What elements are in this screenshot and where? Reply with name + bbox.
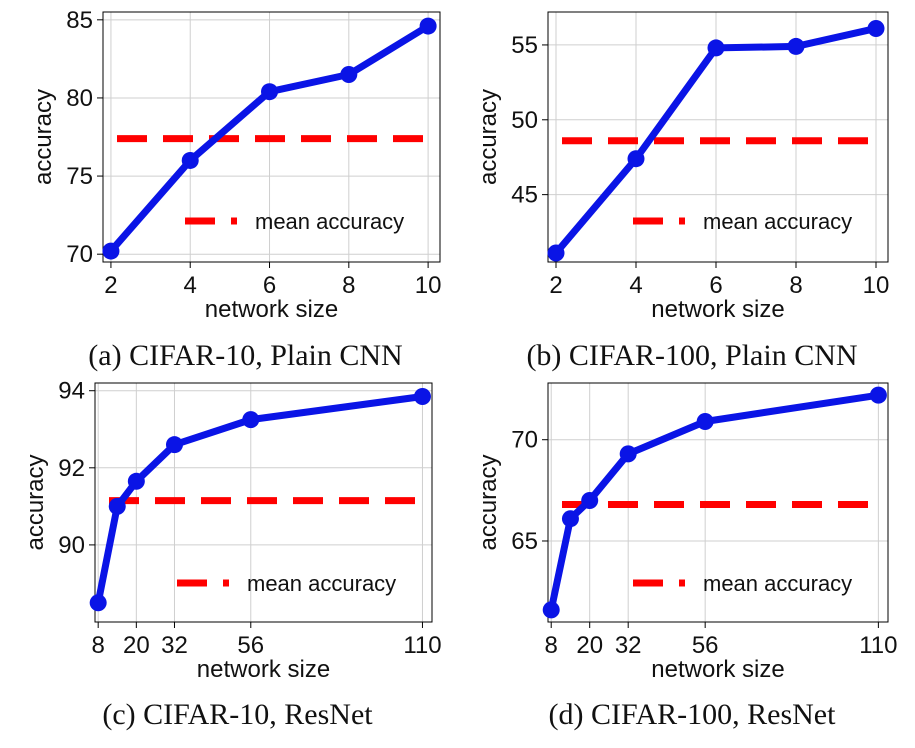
x-tick-label: 4 bbox=[629, 272, 642, 299]
x-tick-label: 2 bbox=[104, 272, 117, 299]
x-tick-label: 20 bbox=[123, 632, 150, 659]
data-point bbox=[108, 497, 126, 515]
x-tick-label: 10 bbox=[863, 272, 890, 299]
data-point bbox=[787, 37, 805, 55]
chart-panel-3: 8 20 32 56 110 90 92 94 network size accuracy mean… bbox=[22, 378, 442, 731]
chart-panel-1: 2 4 6 8 10 70 75 80 85 network size accuracy mean a… bbox=[30, 7, 441, 372]
y-tick-label: 70 bbox=[511, 427, 538, 454]
data-point bbox=[696, 412, 714, 430]
data-point bbox=[340, 66, 358, 83]
x-tick-label: 8 bbox=[545, 632, 558, 659]
x-tick-label: 20 bbox=[576, 632, 603, 659]
plot-frame bbox=[547, 11, 889, 263]
x-tick-label: 8 bbox=[91, 632, 104, 659]
data-point bbox=[619, 445, 637, 463]
x-tick-label: 2 bbox=[549, 272, 562, 299]
x-tick-label: 6 bbox=[709, 272, 722, 299]
legend-label: mean accuracy bbox=[703, 209, 852, 234]
y-axis-label: accuracy bbox=[475, 454, 502, 550]
data-point bbox=[547, 244, 565, 262]
panel-caption: (c) CIFAR-10, ResNet bbox=[102, 698, 373, 731]
x-axis-label: network size bbox=[197, 656, 330, 683]
panel-caption: (a) CIFAR-10, Plain CNN bbox=[88, 339, 402, 372]
data-point bbox=[869, 386, 887, 404]
x-tick-label: 6 bbox=[263, 272, 276, 299]
data-point bbox=[242, 411, 260, 429]
y-tick-label: 50 bbox=[511, 107, 538, 134]
data-point bbox=[127, 472, 145, 490]
y-tick-label: 55 bbox=[511, 32, 538, 59]
y-tick-label: 65 bbox=[511, 528, 538, 555]
data-point bbox=[261, 83, 279, 101]
y-axis-label: accuracy bbox=[475, 89, 502, 185]
x-axis-label: network size bbox=[651, 656, 784, 683]
x-tick-label: 56 bbox=[237, 632, 264, 659]
x-tick-label: 8 bbox=[342, 272, 355, 299]
legend-label: mean accuracy bbox=[255, 209, 404, 234]
legend-label: mean accuracy bbox=[247, 571, 396, 596]
legend-label: mean accuracy bbox=[703, 571, 852, 596]
data-point bbox=[581, 491, 599, 509]
data-point bbox=[707, 39, 725, 57]
data-point bbox=[102, 242, 120, 260]
x-tick-label: 110 bbox=[859, 632, 897, 659]
y-tick-label: 94 bbox=[58, 378, 85, 405]
x-tick-label: 32 bbox=[615, 632, 642, 659]
plot-frame bbox=[547, 382, 889, 623]
data-point bbox=[181, 151, 199, 169]
y-tick-label: 70 bbox=[66, 241, 93, 268]
y-tick-label: 75 bbox=[66, 163, 93, 190]
x-tick-label: 56 bbox=[692, 632, 719, 659]
data-point bbox=[413, 387, 431, 405]
data-point bbox=[419, 17, 437, 35]
x-axis-label: network size bbox=[205, 296, 338, 323]
x-axis-label: network size bbox=[651, 296, 784, 323]
y-tick-label: 85 bbox=[66, 7, 93, 34]
y-axis-label: accuracy bbox=[22, 454, 49, 550]
data-point bbox=[561, 510, 579, 528]
x-tick-label: 110 bbox=[403, 632, 441, 659]
panel-caption: (d) CIFAR-100, ResNet bbox=[549, 698, 837, 731]
data-point bbox=[627, 150, 645, 168]
x-tick-label: 32 bbox=[161, 632, 188, 659]
panel-caption: (b) CIFAR-100, Plain CNN bbox=[526, 339, 857, 372]
x-tick-label: 10 bbox=[415, 272, 442, 299]
data-point bbox=[542, 601, 560, 619]
y-tick-label: 90 bbox=[58, 532, 85, 559]
y-tick-label: 80 bbox=[66, 85, 93, 112]
y-axis-label: accuracy bbox=[30, 89, 57, 185]
plot-frame bbox=[102, 11, 441, 263]
chart-panel-2: 2 4 6 8 10 45 50 55 network size accuracy mean acc… bbox=[475, 11, 890, 372]
accuracy-series-line bbox=[547, 391, 882, 614]
accuracy-series-line bbox=[94, 392, 426, 607]
y-tick-label: 45 bbox=[511, 182, 538, 209]
chart-panel-4: 8 20 32 56 110 65 70 network size accuracy mean a… bbox=[475, 382, 898, 731]
data-point bbox=[89, 594, 107, 612]
data-point bbox=[867, 19, 885, 37]
y-tick-label: 92 bbox=[58, 455, 85, 482]
x-tick-label: 4 bbox=[184, 272, 197, 299]
data-point bbox=[165, 436, 183, 454]
x-tick-label: 8 bbox=[789, 272, 802, 299]
plot-frame bbox=[94, 382, 433, 623]
